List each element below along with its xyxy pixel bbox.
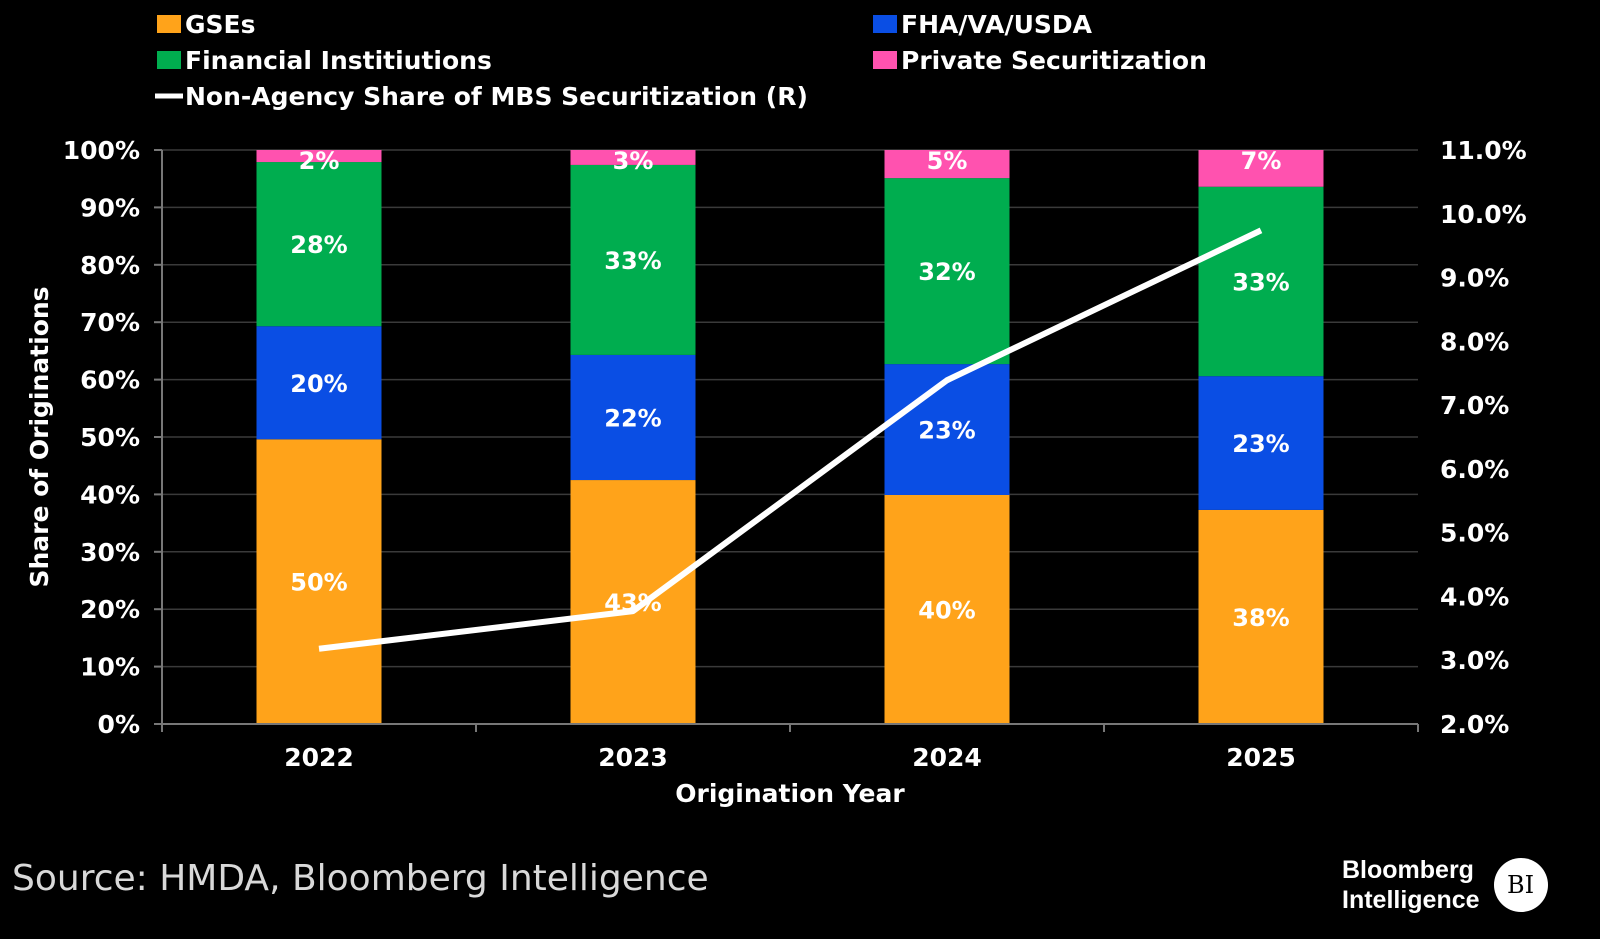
y2-tick-label: 3.0% — [1440, 646, 1509, 675]
bar-gses — [570, 480, 696, 724]
y-tick-label: 10% — [80, 653, 140, 682]
legend-label: Non-Agency Share of MBS Securitization (… — [185, 82, 808, 111]
axes: 0% 10% 20% 30% 40% 50% 60% 70% 80% 90% 100% 2.0% 3.0… — [63, 136, 1527, 772]
y-tick-label: 0% — [98, 710, 140, 739]
line-non-agency-share — [318, 227, 1263, 652]
y2-tick-label: 10.0% — [1440, 200, 1527, 229]
y2-tick-label: 2.0% — [1440, 710, 1509, 739]
data-label: 40% — [918, 596, 975, 624]
bar-financial-institiutions — [256, 162, 382, 327]
data-label: 3% — [613, 147, 654, 175]
logo-line2: Intelligence — [1342, 886, 1480, 914]
bar-fha-va-usda — [884, 364, 1010, 495]
data-label: 23% — [918, 417, 975, 445]
legend-label: Financial Institiutions — [185, 46, 492, 75]
bar-gses — [884, 494, 1010, 724]
logo-line1: Bloomberg — [1342, 856, 1474, 884]
data-label: 28% — [290, 231, 347, 259]
bloomberg-intelligence-logo: Bloomberg Intelligence BI — [1342, 855, 1548, 915]
bar-fha-va-usda — [570, 354, 696, 481]
bar-gses — [1198, 509, 1324, 724]
x-tick-label: 2023 — [598, 743, 668, 772]
y-axis-title: Share of Originations — [25, 286, 54, 587]
data-label: 33% — [604, 247, 661, 275]
y-tick-label: 40% — [80, 480, 140, 509]
data-label: 22% — [604, 404, 661, 432]
y-tick-label: 30% — [80, 538, 140, 567]
y-tick-label: 60% — [80, 366, 140, 395]
data-label: 20% — [290, 370, 347, 398]
legend-swatch — [873, 15, 897, 33]
bar-private-securitization — [256, 150, 382, 163]
y2-tick-label: 4.0% — [1440, 582, 1509, 611]
y-tick-label: 70% — [80, 308, 140, 337]
y-tick-label: 80% — [80, 251, 140, 280]
legend-label: GSEs — [185, 10, 255, 39]
legend-label: FHA/VA/USDA — [901, 10, 1093, 39]
data-label: 32% — [918, 258, 975, 286]
y2-tick-label: 11.0% — [1440, 136, 1527, 165]
y2-tick-label: 9.0% — [1440, 264, 1509, 293]
bars: 50%20%28%2%43%22%33%3%40%23%32%5%38%23%3… — [256, 147, 1324, 724]
bar-private-securitization — [1198, 150, 1324, 187]
y2-tick-label: 5.0% — [1440, 519, 1509, 548]
data-label: 38% — [1232, 604, 1289, 632]
bar-financial-institiutions — [1198, 186, 1324, 377]
source-note: Source: HMDA, Bloomberg Intelligence — [12, 858, 709, 899]
legend-swatch — [157, 15, 181, 33]
bar-financial-institiutions — [570, 164, 696, 355]
x-tick-label: 2025 — [1226, 743, 1296, 772]
y2-tick-label: 7.0% — [1440, 391, 1509, 420]
data-label: 7% — [1241, 147, 1282, 175]
logo-text: Bloomberg Intelligence — [1342, 855, 1480, 915]
line-series — [318, 227, 1263, 652]
data-label: 50% — [290, 569, 347, 597]
data-label: 2% — [299, 147, 340, 175]
legend: GSEs FHA/VA/USDA Financial Institiutions Pr… — [155, 10, 1207, 111]
bar-financial-institiutions — [884, 178, 1010, 365]
bar-gses — [256, 439, 382, 724]
y-tick-label: 90% — [80, 193, 140, 222]
x-axis-title: Origination Year — [675, 779, 905, 808]
data-label: 5% — [927, 147, 968, 175]
bi-logo-mark: BI — [1493, 858, 1548, 912]
legend-label: Private Securitization — [901, 46, 1207, 75]
x-tick-label: 2022 — [284, 743, 354, 772]
bar-fha-va-usda — [256, 326, 382, 440]
y-tick-label: 20% — [80, 595, 140, 624]
legend-swatch — [873, 51, 897, 69]
bar-private-securitization — [570, 150, 696, 165]
data-label: 33% — [1232, 268, 1289, 296]
y2-tick-label: 8.0% — [1440, 327, 1509, 356]
x-tick-label: 2024 — [912, 743, 982, 772]
y-tick-label: 100% — [63, 136, 140, 165]
y2-tick-label: 6.0% — [1440, 455, 1509, 484]
bar-fha-va-usda — [1198, 376, 1324, 510]
legend-swatch — [157, 51, 181, 69]
y-tick-label: 50% — [80, 423, 140, 452]
data-label: 23% — [1232, 430, 1289, 458]
bar-private-securitization — [884, 150, 1010, 179]
